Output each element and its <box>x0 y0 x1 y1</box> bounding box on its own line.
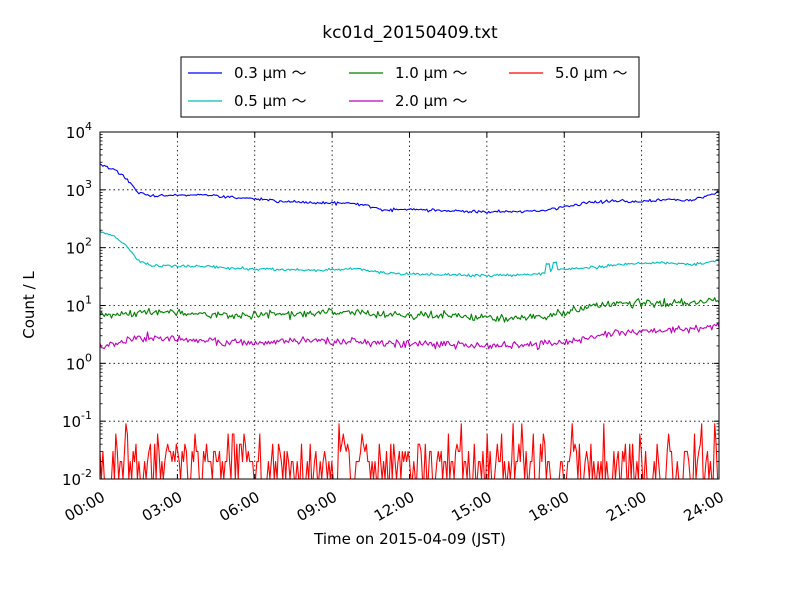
y-axis-label: Count / L <box>20 271 38 339</box>
legend-label-1: 0.3 μm ～ <box>234 64 307 82</box>
series-line-5 <box>99 423 719 480</box>
legend-label-4: 2.0 μm ～ <box>395 92 468 110</box>
y-tick-label: 103 <box>66 178 92 200</box>
legend-label-2: 0.5 μm ～ <box>234 92 307 110</box>
ticks <box>99 131 720 480</box>
y-tick-label: 101 <box>66 294 92 316</box>
y-tick-label: 104 <box>66 120 92 142</box>
y-tick-label: 10-1 <box>62 409 92 431</box>
series-line-1 <box>99 163 720 214</box>
y-tick-labels: 10-2 10-1 100 101 102 103 104 <box>62 120 92 489</box>
grid <box>100 132 719 479</box>
series-line-2 <box>99 230 720 278</box>
y-tick-label: 102 <box>66 236 92 258</box>
plot-area <box>100 132 719 479</box>
legend: 0.3 μm ～ 0.5 μm ～ 1.0 μm ～ 2.0 μm ～ 5.0 μm ～ <box>180 56 640 118</box>
series-line-4 <box>99 322 720 351</box>
y-tick-label: 10-2 <box>62 467 92 489</box>
legend-frame <box>180 56 640 118</box>
chart-title: kc01d_20150409.txt <box>322 23 498 43</box>
series-group <box>99 163 720 480</box>
legend-label-3: 1.0 μm ～ <box>395 64 468 82</box>
x-axis-label: Time on 2015-04-09 (JST) <box>313 530 506 548</box>
y-tick-label: 100 <box>66 351 92 373</box>
legend-label-5: 5.0 μm ～ <box>555 64 628 82</box>
series-line-3 <box>99 297 720 323</box>
